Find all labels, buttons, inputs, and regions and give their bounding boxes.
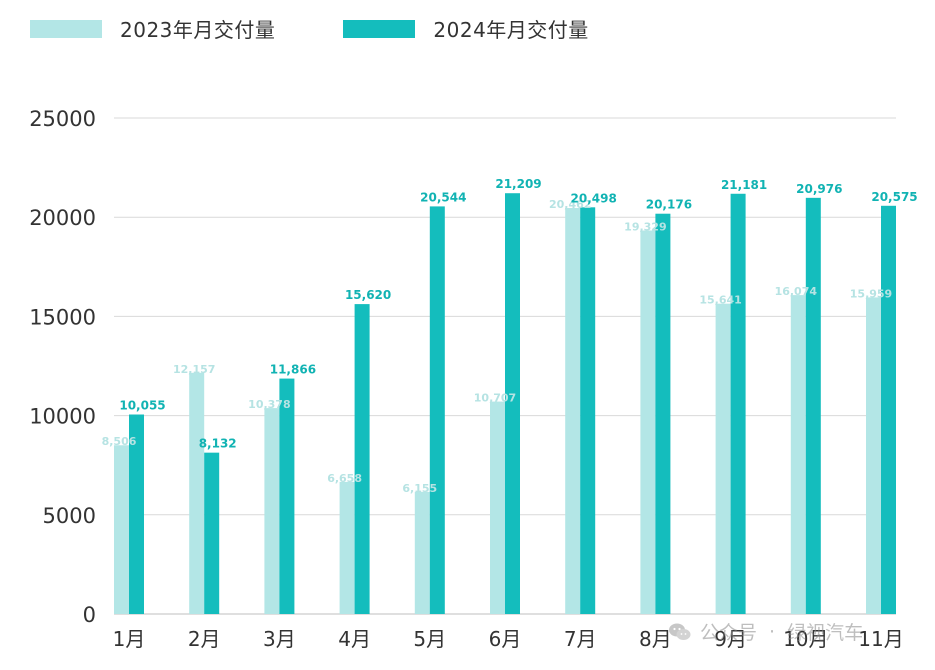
y-tick-label: 25000 [29, 107, 96, 131]
data-label-2024: 15,620 [345, 288, 391, 302]
data-label-2023: 8,506 [102, 435, 137, 448]
bar-2023 [414, 491, 430, 614]
x-tick-label: 2月 [188, 627, 221, 651]
data-label-2024: 8,132 [199, 437, 237, 451]
data-label-2024: 20,976 [796, 182, 842, 196]
data-label-2023: 20,462 [549, 198, 591, 211]
x-tick-label: 10月 [783, 627, 828, 651]
bar-2024 [805, 197, 821, 614]
bar-2023 [490, 401, 505, 614]
x-tick-label: 4月 [338, 627, 371, 651]
x-tick-label: 11月 [858, 627, 903, 651]
bar-2024 [881, 205, 896, 615]
watermark-separator: · [769, 620, 776, 643]
legend-swatch-2023 [30, 19, 102, 38]
data-label-2024: 10,055 [119, 399, 165, 413]
bar-2023 [339, 481, 355, 614]
data-label-2023: 10,707 [474, 392, 516, 405]
y-tick-label: 0 [83, 603, 96, 627]
watermark-account-name: 绿视汽车 [787, 622, 864, 644]
bar-2024 [129, 414, 144, 614]
bar-2023 [715, 303, 731, 614]
bar-2024 [279, 378, 295, 614]
bar-2023 [790, 295, 806, 614]
data-label-2024: 20,498 [571, 191, 617, 205]
chart-legend: 2023年月交付量 2024年月交付量 [30, 14, 657, 43]
bar-2023 [866, 297, 881, 614]
x-tick-label: 3月 [263, 627, 296, 651]
bar-2024 [354, 304, 370, 614]
data-label-2023: 15,641 [699, 294, 741, 307]
data-label-2024: 20,575 [871, 190, 917, 204]
bar-2023 [640, 230, 656, 614]
data-label-2024: 20,176 [646, 198, 692, 212]
data-label-2024: 20,544 [420, 190, 466, 204]
bar-2023 [264, 408, 280, 614]
legend-item-2023: 2023年月交付量 [30, 14, 275, 43]
watermark: 公众号 · 绿视汽车 [668, 618, 863, 645]
y-tick-label: 5000 [43, 504, 96, 528]
bar-2024 [505, 193, 520, 614]
data-label-2024: 11,866 [270, 363, 316, 377]
x-tick-label: 6月 [489, 627, 522, 651]
y-tick-label: 15000 [29, 305, 96, 329]
y-tick-label: 20000 [29, 206, 96, 230]
bar-2024 [204, 452, 220, 614]
wechat-icon [669, 623, 691, 640]
data-label-2023: 6,155 [402, 482, 437, 495]
x-tick-label: 7月 [564, 627, 597, 651]
x-tick-label: 9月 [714, 627, 747, 651]
bar-2023 [189, 372, 205, 614]
y-tick-label: 10000 [29, 405, 96, 429]
data-label-2024: 21,209 [495, 177, 541, 191]
legend-swatch-2024 [343, 19, 416, 38]
data-label-2023: 6,658 [327, 472, 362, 485]
legend-label-2023: 2023年月交付量 [120, 18, 276, 42]
legend-label-2024: 2024年月交付量 [433, 18, 589, 42]
x-tick-label: 8月 [639, 627, 672, 651]
legend-item-2024: 2024年月交付量 [343, 14, 588, 43]
watermark-account-label: 公众号 [700, 622, 758, 644]
data-label-2023: 10,378 [248, 398, 290, 411]
data-label-2023: 12,157 [173, 363, 215, 376]
bar-2024 [580, 207, 596, 614]
bar-2023 [114, 445, 129, 614]
data-label-2023: 16,074 [775, 285, 818, 298]
data-label-2023: 15,959 [850, 287, 892, 300]
x-tick-label: 5月 [413, 627, 446, 651]
data-label-2023: 19,329 [624, 221, 666, 234]
bar-2024 [429, 206, 445, 614]
bar-2024 [655, 213, 671, 614]
x-tick-label: 1月 [113, 627, 146, 651]
bar-2024 [730, 193, 746, 614]
bar-2023 [565, 208, 581, 614]
data-label-2024: 21,181 [721, 178, 767, 192]
